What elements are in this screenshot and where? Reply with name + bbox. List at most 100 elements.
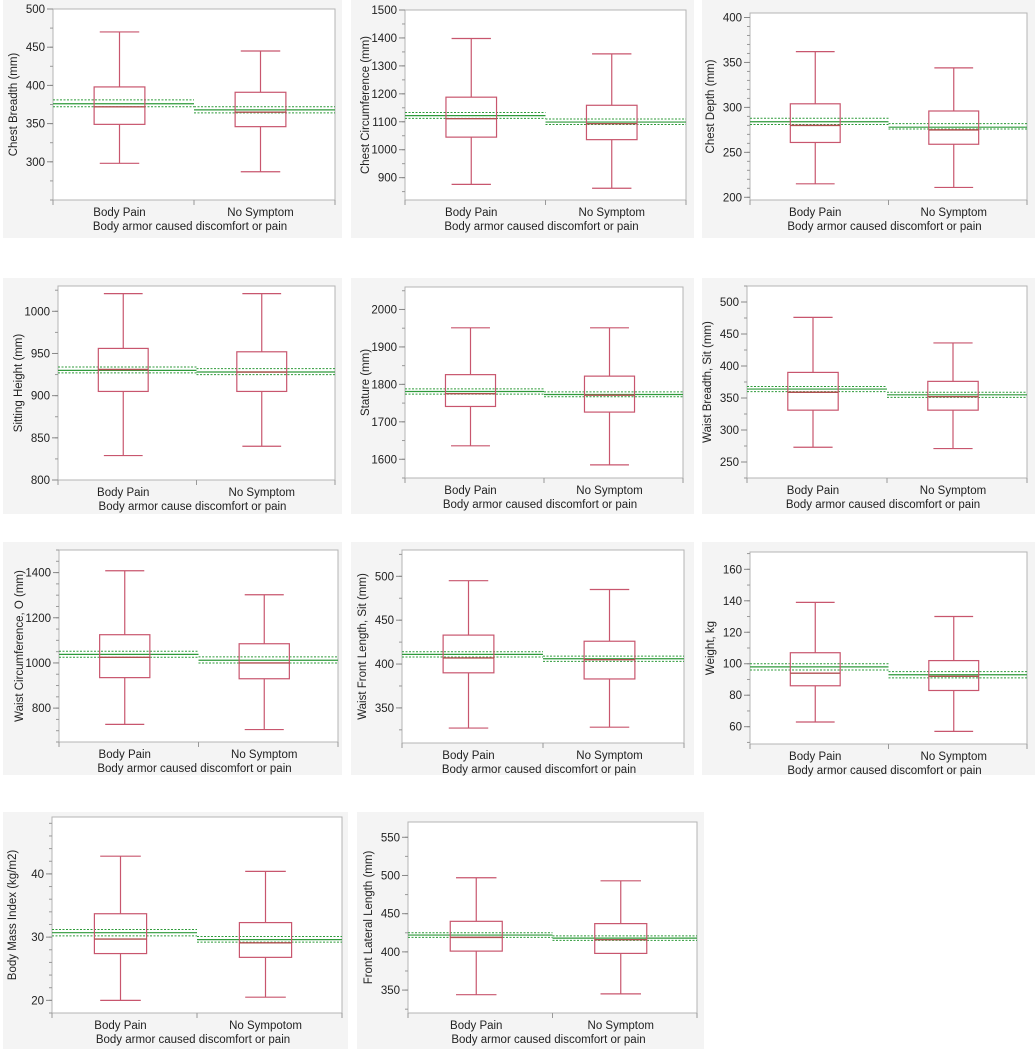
y-tick-label: 300 <box>723 102 742 114</box>
y-tick-label: 60 <box>729 722 742 734</box>
box-plot: 350 400 450 500 Waist Front Length, Sit (mm)… <box>357 549 685 776</box>
y-axis-label: Waist Circumference, O (mm) <box>14 570 26 722</box>
plot-area <box>749 551 1028 745</box>
x-axis-label: Body armor caused discomfort or pain <box>787 221 981 233</box>
y-tick-label: 1800 <box>371 379 397 391</box>
y-tick-label: 500 <box>26 4 45 16</box>
y-tick-label: 950 <box>31 348 50 360</box>
iqr-box <box>585 104 638 141</box>
x-axis-label: Body armor caused discomfort or pain <box>444 221 638 233</box>
iqr-box <box>444 374 497 408</box>
y-tick-label: 1600 <box>371 454 397 466</box>
iqr-box <box>928 110 980 145</box>
y-axis-label: Stature (mm) <box>360 349 372 416</box>
iqr-box <box>787 371 839 411</box>
x-category-label: Body Pain <box>99 749 151 761</box>
x-category-label: Body Pain <box>787 485 839 497</box>
y-axis-label: Body Mass Index (kg/m2) <box>7 850 19 981</box>
y-tick-label: 350 <box>381 985 400 997</box>
y-tick-label: 500 <box>720 297 739 309</box>
y-tick-label: 400 <box>381 947 400 959</box>
y-tick-label: 1300 <box>371 61 397 73</box>
chart-panel-sitting-height: 800 850 900 950 1000 Sitting Height (mm) Body … <box>3 278 342 514</box>
box-plot: 20 30 40 Body Mass Index (kg/m2) Body Pain No… <box>7 816 343 1046</box>
y-tick-label: 80 <box>729 690 742 702</box>
plot-area <box>51 816 343 1014</box>
y-tick-label: 500 <box>375 571 394 583</box>
plot-area <box>404 9 687 201</box>
y-tick-label: 1200 <box>25 613 51 625</box>
y-tick-label: 900 <box>378 173 397 185</box>
iqr-box <box>238 643 290 680</box>
iqr-box <box>449 920 503 952</box>
box-plot: 200 250 300 350 400 Chest Depth (mm) Body Pain… <box>705 12 1028 233</box>
plot-area <box>749 12 1028 201</box>
box-plot: 1600 1700 1800 1900 2000 Stature (mm) Body Pai… <box>360 286 684 511</box>
x-category-label: Body Pain <box>94 1020 146 1032</box>
y-tick-label: 400 <box>720 361 739 373</box>
y-tick-label: 850 <box>31 433 50 445</box>
chart-panel-chest-depth: 200 250 300 350 400 Chest Depth (mm) Body Pain… <box>702 0 1035 238</box>
iqr-box <box>789 103 841 144</box>
y-tick-label: 160 <box>723 564 742 576</box>
y-tick-label: 250 <box>720 457 739 469</box>
x-category-label: Body Pain <box>93 207 145 219</box>
plot-area <box>57 285 336 481</box>
x-category-label: No Symptom <box>579 207 645 219</box>
plot-area <box>407 821 698 1014</box>
x-category-label: Body Pain <box>97 487 149 499</box>
y-tick-label: 250 <box>723 147 742 159</box>
x-category-label: No Symptom <box>921 751 987 763</box>
chart-panel-stature: 1600 1700 1800 1900 2000 Stature (mm) Body Pai… <box>351 278 694 514</box>
y-tick-label: 400 <box>723 12 742 24</box>
y-tick-label: 450 <box>381 909 400 921</box>
chart-panel-weight: 60 80 100 120 140 160 Weight, kg Body Pain No Sy… <box>702 542 1035 777</box>
y-tick-label: 300 <box>26 157 45 169</box>
plot-area <box>52 8 336 201</box>
box-plot: 800 850 900 950 1000 Sitting Height (mm) Body … <box>13 285 336 513</box>
y-axis-label: Weight, kg <box>705 621 717 675</box>
x-axis-label: Body armor caused discomfort or pain <box>451 1034 645 1046</box>
plot-area <box>404 286 684 479</box>
box-plot: 60 80 100 120 140 160 Weight, kg Body Pain No Sy… <box>705 551 1028 777</box>
x-category-label: Body Pain <box>789 207 841 219</box>
y-tick-label: 450 <box>720 329 739 341</box>
x-category-label: Body Pain <box>789 751 841 763</box>
plot-area <box>401 549 685 744</box>
x-category-label: Body Pain <box>450 1020 502 1032</box>
x-category-label: No Symptom <box>921 207 987 219</box>
y-tick-label: 1900 <box>371 342 397 354</box>
y-tick-label: 100 <box>723 659 742 671</box>
y-tick-label: 1400 <box>371 33 397 45</box>
y-tick-label: 300 <box>720 425 739 437</box>
x-category-label: No Sympotom <box>229 1020 302 1032</box>
y-tick-label: 30 <box>31 932 44 944</box>
y-tick-label: 350 <box>723 57 742 69</box>
x-category-label: No Symptom <box>576 485 642 497</box>
box-plot: 900 1000 1100 1200 1300 1400 1500 Chest Circumf… <box>360 5 687 233</box>
y-tick-label: 350 <box>720 393 739 405</box>
y-tick-label: 1200 <box>371 89 397 101</box>
y-tick-label: 550 <box>381 832 400 844</box>
y-tick-label: 400 <box>375 659 394 671</box>
y-tick-label: 450 <box>26 42 45 54</box>
y-tick-label: 140 <box>723 596 742 608</box>
iqr-box <box>928 659 980 692</box>
chart-panel-waist-front-length-sit: 350 400 450 500 Waist Front Length, Sit (mm)… <box>351 542 694 776</box>
chart-panel-body-mass-index: 20 30 40 Body Mass Index (kg/m2) Body Pain No… <box>3 812 348 1049</box>
x-axis-label: Body armor caused discomfort or pain <box>97 763 291 775</box>
iqr-box <box>594 923 648 955</box>
iqr-box <box>93 913 148 955</box>
y-axis-label: Sitting Height (mm) <box>13 334 25 433</box>
y-tick-label: 350 <box>26 119 45 131</box>
y-tick-label: 1000 <box>24 306 50 318</box>
y-tick-label: 350 <box>375 703 394 715</box>
plot-area <box>746 285 1028 479</box>
iqr-box <box>789 652 841 687</box>
iqr-box <box>99 634 151 679</box>
x-axis-label: Body armor caused discomfort or pain <box>93 221 287 233</box>
y-tick-label: 120 <box>723 627 742 639</box>
x-category-label: Body Pain <box>442 750 494 762</box>
y-tick-label: 1700 <box>371 417 397 429</box>
